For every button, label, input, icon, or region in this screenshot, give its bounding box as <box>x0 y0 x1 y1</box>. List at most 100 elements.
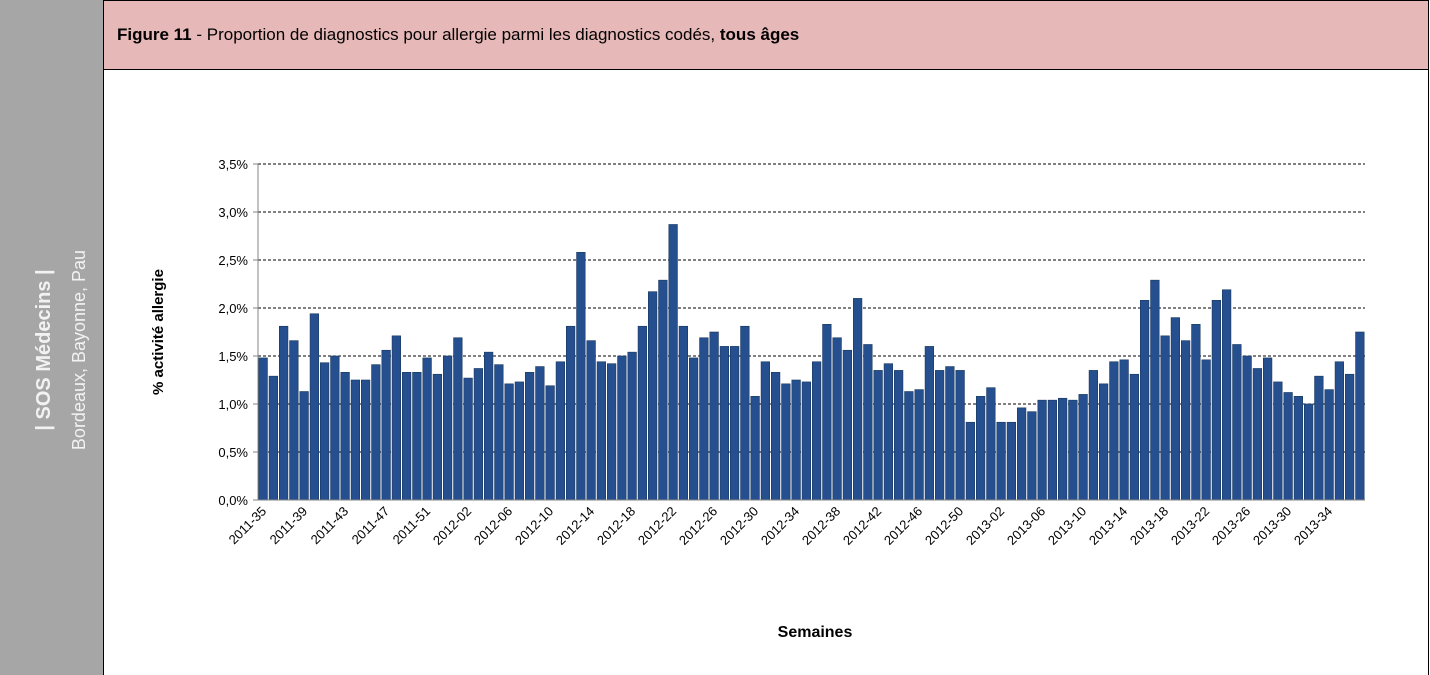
bar <box>330 355 340 501</box>
x-tick-label: 2011-39 <box>267 504 311 548</box>
bar <box>586 340 596 501</box>
bar <box>904 391 914 501</box>
bar <box>986 387 996 501</box>
sidebar <box>0 0 103 675</box>
x-tick-label: 2012-10 <box>512 504 556 548</box>
bar <box>822 324 832 501</box>
bar <box>320 362 330 501</box>
header <box>103 0 1429 70</box>
bar <box>637 325 647 501</box>
x-tick-label: 2013-10 <box>1045 504 1089 548</box>
bar <box>965 421 975 501</box>
bar <box>1314 375 1324 501</box>
bar <box>535 366 545 501</box>
bar <box>976 396 986 501</box>
y-tick-label: 3,0% <box>218 205 248 220</box>
x-tick-label: 2012-06 <box>471 504 515 548</box>
x-tick-label: 2013-14 <box>1086 504 1130 548</box>
bar <box>443 355 453 501</box>
bar <box>494 364 504 501</box>
bar <box>1129 373 1139 501</box>
bar <box>935 370 945 501</box>
bar <box>1047 399 1057 501</box>
header-text: Figure 11 - Proportion de diagnostics po… <box>117 25 799 44</box>
bar <box>1273 381 1283 501</box>
bar <box>1017 407 1027 501</box>
bar <box>596 361 606 501</box>
bar <box>504 383 514 501</box>
bar <box>545 385 555 501</box>
bar <box>1283 392 1293 501</box>
bar <box>1263 357 1273 501</box>
y-tick-label: 1,5% <box>218 349 248 364</box>
bar <box>1201 359 1211 501</box>
bar <box>1211 300 1221 501</box>
bar <box>730 346 740 501</box>
x-tick-label: 2012-30 <box>717 504 761 548</box>
bar <box>648 291 658 501</box>
x-tick-label: 2013-26 <box>1209 504 1253 548</box>
bar <box>627 351 637 501</box>
sidebar-subtitle: Bordeaux, Bayonne, Pau <box>69 250 89 450</box>
x-tick-label: 2013-34 <box>1291 504 1335 548</box>
bar <box>658 279 668 501</box>
x-tick-label: 2013-30 <box>1250 504 1294 548</box>
bar <box>289 340 299 501</box>
bar <box>914 389 924 501</box>
bar <box>1345 373 1355 501</box>
x-tick-label: 2012-34 <box>758 504 802 548</box>
bar <box>1140 300 1150 501</box>
bar <box>1170 317 1180 501</box>
bar <box>402 372 412 501</box>
bar <box>576 252 586 501</box>
x-tick-label: 2012-22 <box>635 504 679 548</box>
bar <box>1334 361 1344 501</box>
bar <box>279 325 289 501</box>
bar <box>894 370 904 501</box>
x-tick-label: 2013-22 <box>1168 504 1212 548</box>
header-title-bold: tous âges <box>720 25 799 44</box>
y-tick-label: 3,5% <box>218 157 248 172</box>
bar <box>268 375 278 501</box>
bar <box>555 361 565 501</box>
bar <box>361 379 371 501</box>
bar <box>842 349 852 501</box>
x-tick-label: 2011-43 <box>308 504 352 548</box>
bar <box>340 372 350 501</box>
bar <box>1242 355 1252 501</box>
bar <box>422 357 432 501</box>
bar <box>607 363 617 501</box>
x-tick-label: 2012-14 <box>553 504 597 548</box>
bar <box>371 364 381 501</box>
bar <box>391 335 401 501</box>
bar <box>1037 399 1047 501</box>
bar <box>853 298 863 501</box>
bar <box>771 372 781 501</box>
bar <box>791 379 801 501</box>
x-tick-label: 2012-50 <box>922 504 966 548</box>
x-tick-label: 2012-38 <box>799 504 843 548</box>
bar <box>873 370 883 501</box>
x-tick-label: 2012-42 <box>840 504 884 548</box>
bar <box>525 372 535 501</box>
bar <box>1119 359 1129 501</box>
bar <box>514 381 524 501</box>
bar <box>1150 279 1160 501</box>
bar <box>473 368 483 501</box>
bar <box>1078 394 1088 501</box>
y-tick-label: 0,5% <box>218 445 248 460</box>
bar <box>689 357 699 501</box>
bar <box>801 381 811 501</box>
bar <box>709 331 719 501</box>
bar <box>1099 383 1109 501</box>
bar <box>412 372 422 501</box>
bar <box>617 355 627 501</box>
bar <box>463 377 473 501</box>
x-tick-label: 2011-35 <box>226 504 270 548</box>
bar <box>453 337 463 501</box>
bar <box>1355 331 1365 501</box>
x-tick-label: 2012-18 <box>594 504 638 548</box>
bar <box>1160 335 1170 501</box>
